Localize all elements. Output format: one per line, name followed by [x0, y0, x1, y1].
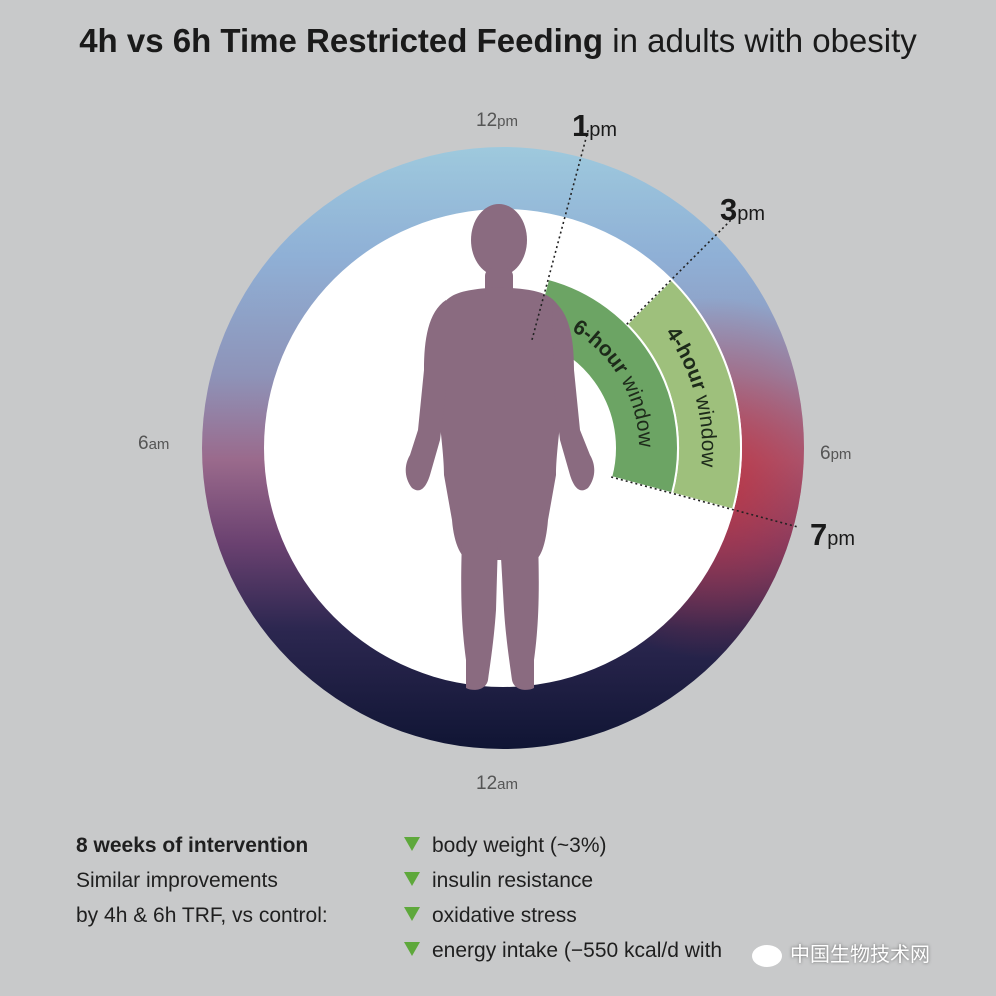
three-pm-leader	[626, 214, 737, 325]
watermark: 中国生物技术网	[752, 938, 972, 972]
findings-list: body weight (~3%) insulin resistance oxi…	[404, 832, 722, 972]
down-triangle-icon	[404, 907, 420, 922]
marker-1pm: 1pm	[572, 108, 617, 143]
down-triangle-icon	[404, 872, 420, 887]
marker-7pm: 7pm	[810, 517, 855, 552]
finding-item: oxidative stress	[404, 902, 722, 937]
page-title: 4h vs 6h Time Restricted Feeding in adul…	[0, 22, 996, 60]
down-triangle-icon	[404, 942, 420, 957]
finding-item: body weight (~3%)	[404, 832, 722, 867]
label-12am: 12am	[476, 773, 518, 794]
title-rest: in adults with obesity	[603, 22, 917, 59]
label-6am: 6am	[138, 433, 169, 454]
seven-pm-leader	[610, 476, 798, 528]
summary-line-2: by 4h & 6h TRF, vs control:	[76, 904, 328, 927]
down-triangle-icon	[404, 837, 420, 852]
one-pm-leader	[531, 129, 590, 341]
finding-item: energy intake (−550 kcal/d with	[404, 937, 722, 972]
intervention-summary: 8 weeks of intervention Similar improvem…	[76, 832, 328, 937]
label-12pm: 12pm	[476, 110, 518, 131]
finding-item: insulin resistance	[404, 867, 722, 902]
marker-3pm: 3pm	[720, 192, 765, 227]
wechat-logo-icon	[752, 944, 782, 967]
human-silhouette	[405, 204, 595, 690]
label-6pm: 6pm	[820, 443, 851, 464]
summary-line-1: Similar improvements	[76, 869, 278, 892]
title-bold: 4h vs 6h Time Restricted Feeding	[79, 22, 604, 59]
intervention-heading: 8 weeks of intervention	[76, 834, 309, 857]
